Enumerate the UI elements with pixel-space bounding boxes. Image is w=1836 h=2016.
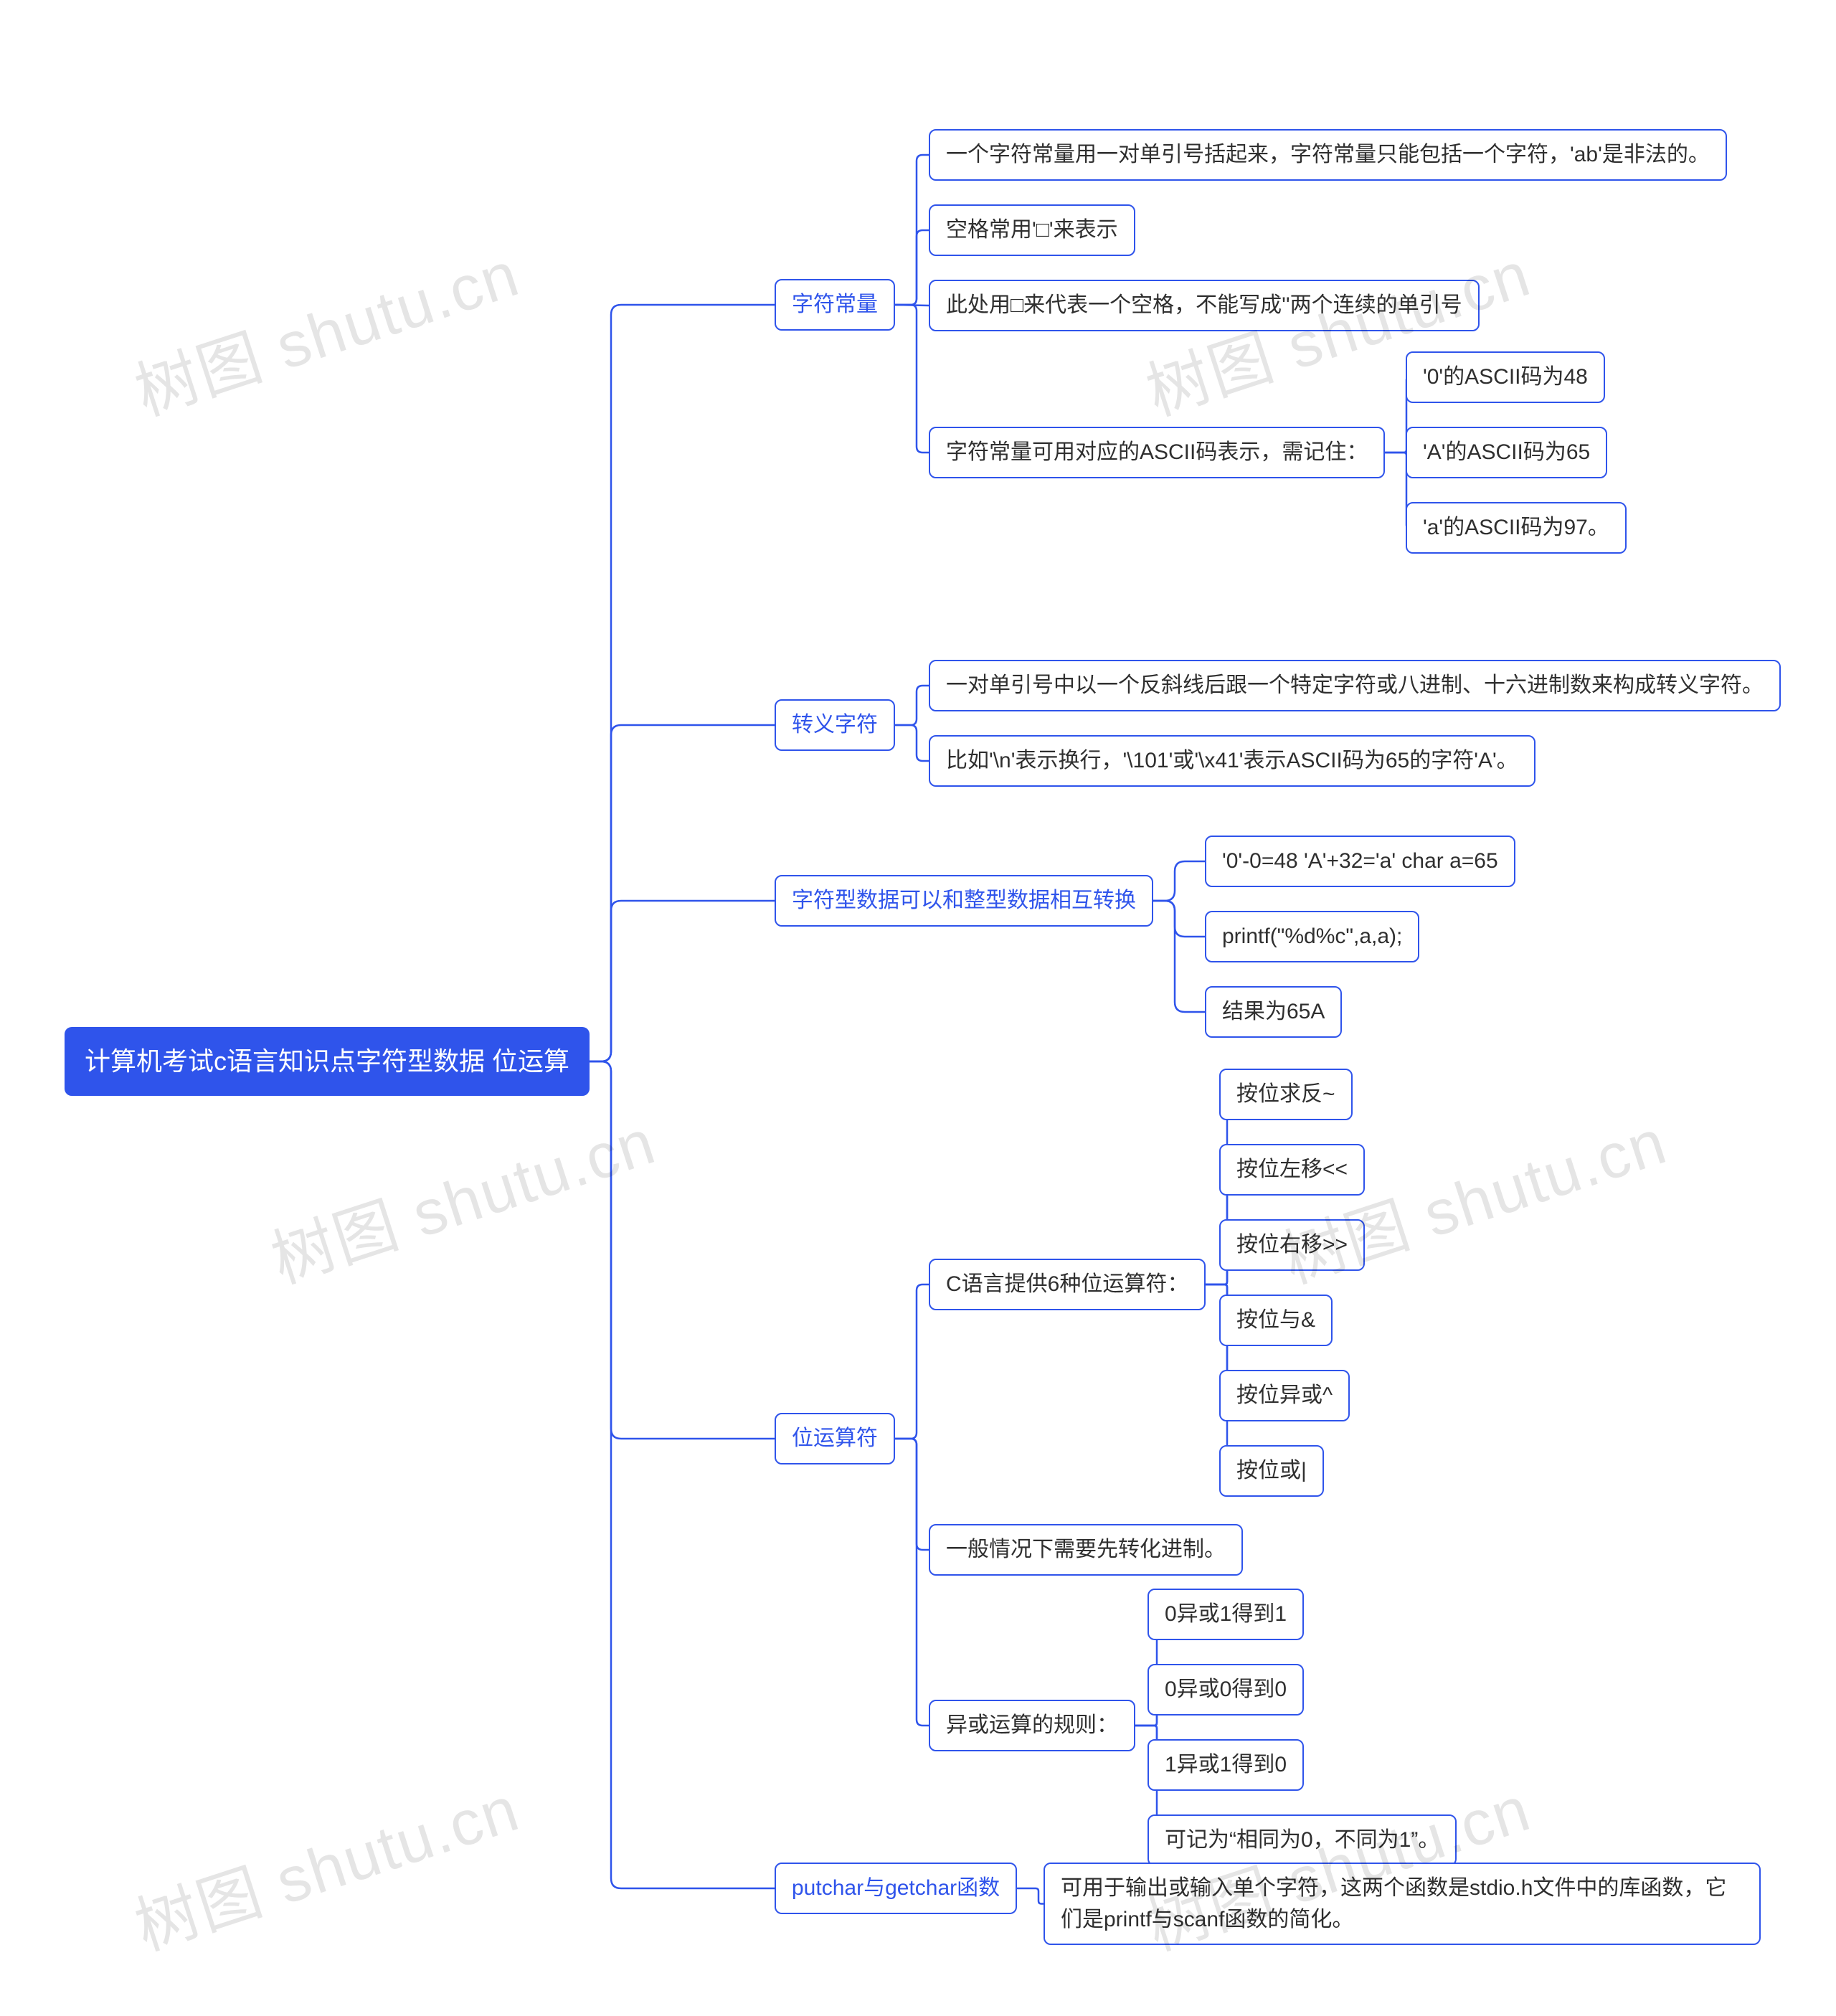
- branch-bit-operator: 位运算符: [775, 1413, 895, 1464]
- connectors-layer: [0, 0, 1836, 2016]
- leaf-printf-stmt: printf("%d%c",a,a);: [1205, 911, 1419, 962]
- mindmap-canvas: 计算机考试c语言知识点字符型数据 位运算 字符常量 转义字符 字符型数据可以和整…: [0, 0, 1836, 2016]
- branch-char-int-convert: 字符型数据可以和整型数据相互转换: [775, 875, 1153, 927]
- leaf-six-bit-ops: C语言提供6种位运算符：: [929, 1259, 1206, 1310]
- leaf-bit-xor: 按位异或^: [1219, 1370, 1350, 1421]
- leaf-conv-math: '0'-0=48 'A'+32='a' char a=65: [1205, 836, 1515, 887]
- watermark: 树图 shutu.cn: [258, 1092, 665, 1301]
- leaf-ascii-a: 'a'的ASCII码为97。: [1406, 502, 1627, 554]
- leaf-xor-mnemonic: 可记为“相同为0，不同为1”。: [1148, 1814, 1457, 1866]
- leaf-xor-11: 1异或1得到0: [1148, 1739, 1304, 1791]
- leaf-xor-01: 0异或1得到1: [1148, 1589, 1304, 1640]
- branch-putchar-getchar: putchar与getchar函数: [775, 1863, 1017, 1914]
- leaf-char-quote-rule: 一个字符常量用一对单引号括起来，字符常量只能包括一个字符，'ab'是非法的。: [929, 129, 1727, 181]
- branch-char-constant: 字符常量: [775, 279, 895, 331]
- root-node: 计算机考试c语言知识点字符型数据 位运算: [65, 1027, 590, 1096]
- leaf-box-not-double-quote: 此处用□来代表一个空格，不能写成''两个连续的单引号: [929, 280, 1480, 331]
- leaf-bit-shr: 按位右移>>: [1219, 1219, 1365, 1271]
- leaf-bit-not: 按位求反~: [1219, 1069, 1353, 1120]
- leaf-ascii-0: '0'的ASCII码为48: [1406, 351, 1605, 403]
- leaf-space-box: 空格常用'□'来表示: [929, 204, 1135, 256]
- leaf-bit-and: 按位与&: [1219, 1295, 1333, 1346]
- leaf-bit-or: 按位或|: [1219, 1445, 1324, 1497]
- watermark: 树图 shutu.cn: [122, 1759, 529, 1968]
- leaf-xor-00: 0异或0得到0: [1148, 1664, 1304, 1716]
- leaf-xor-rule: 异或运算的规则：: [929, 1700, 1135, 1751]
- watermark: 树图 shutu.cn: [122, 224, 529, 433]
- leaf-convert-binary: 一般情况下需要先转化进制。: [929, 1524, 1243, 1576]
- leaf-putchar-getchar-desc: 可用于输出或输入单个字符，这两个函数是stdio.h文件中的库函数，它们是pri…: [1044, 1863, 1761, 1945]
- leaf-ascii-A: 'A'的ASCII码为65: [1406, 427, 1607, 478]
- leaf-escape-def: 一对单引号中以一个反斜线后跟一个特定字符或八进制、十六进制数来构成转义字符。: [929, 660, 1781, 711]
- leaf-result-65A: 结果为65A: [1205, 986, 1342, 1038]
- leaf-ascii-note: 字符常量可用对应的ASCII码表示，需记住：: [929, 427, 1385, 478]
- leaf-escape-example: 比如'\n'表示换行，'\101'或'\x41'表示ASCII码为65的字符'A…: [929, 735, 1535, 787]
- leaf-bit-shl: 按位左移<<: [1219, 1144, 1365, 1196]
- branch-escape-char: 转义字符: [775, 699, 895, 751]
